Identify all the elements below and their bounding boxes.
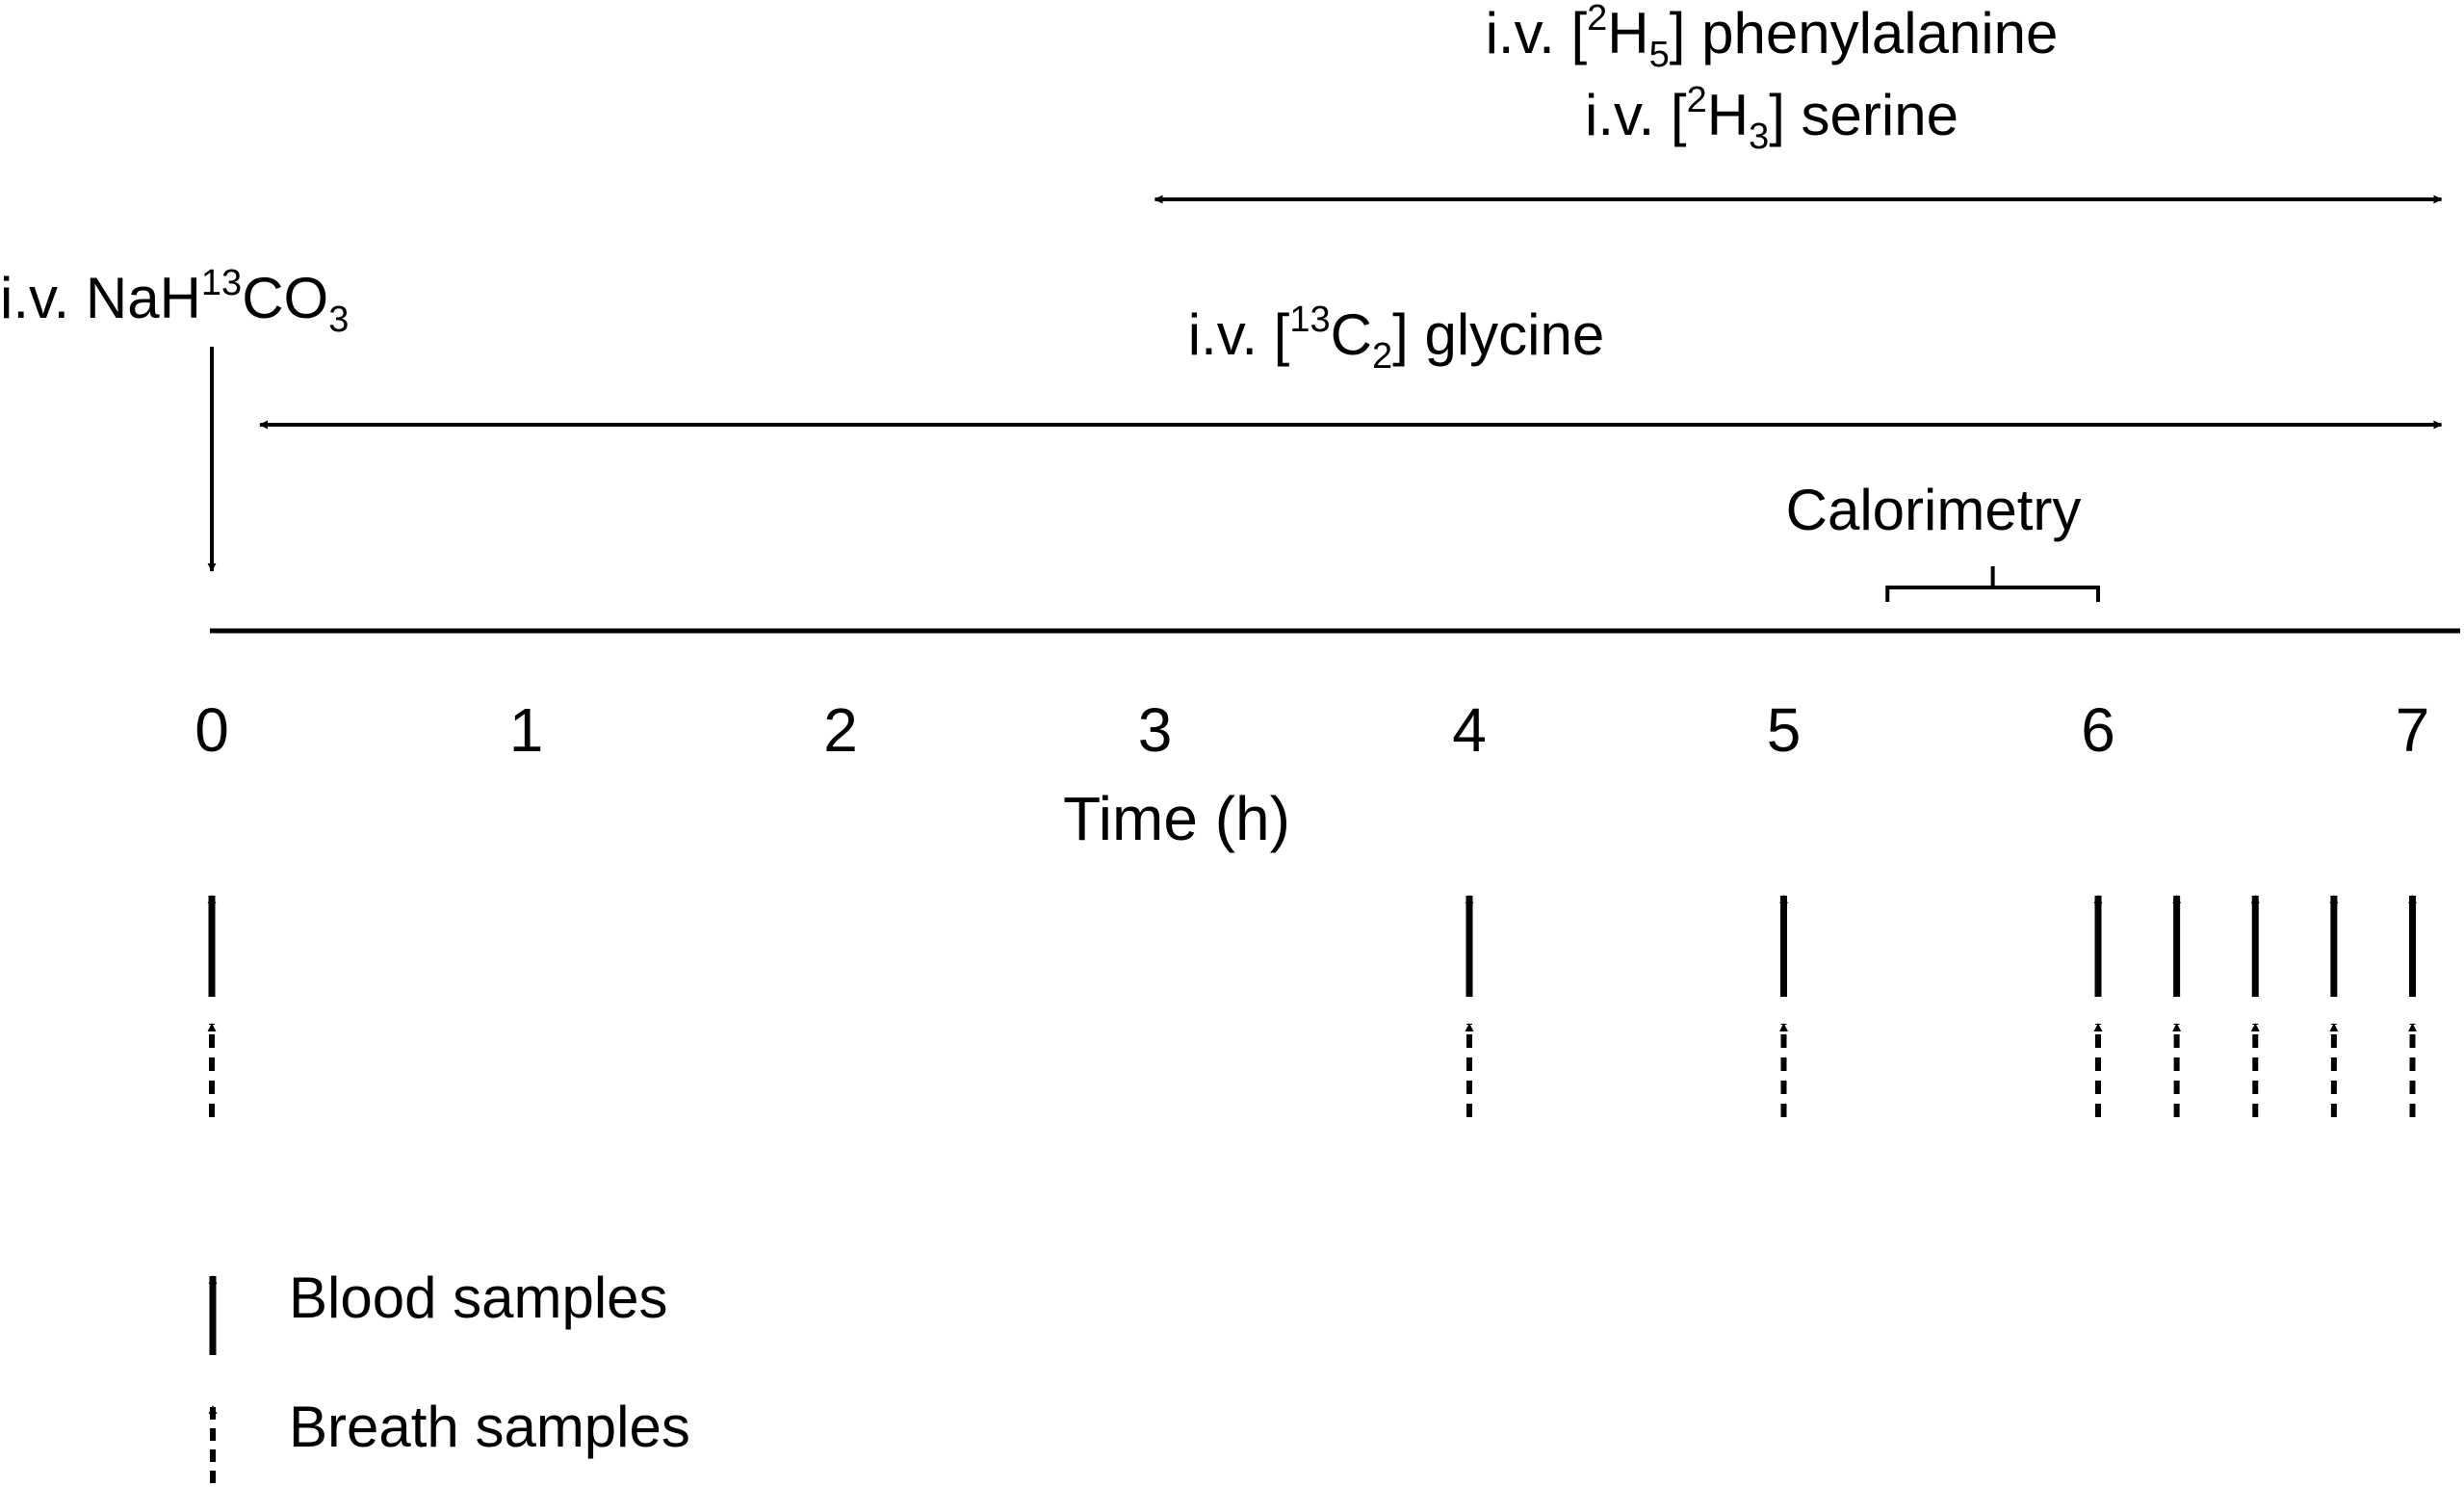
time-tick-label: 6	[2081, 695, 2115, 765]
blood-sample-arrows	[207, 895, 2417, 997]
calorimetry-bracket	[1885, 566, 2100, 602]
time-tick-label: 7	[2396, 695, 2430, 765]
time-axis-label: Time (h)	[1063, 784, 1290, 853]
time-tick-label: 1	[509, 695, 544, 765]
time-tick-label: 0	[195, 695, 229, 765]
calorimetry-label: Calorimetry	[1786, 478, 2082, 542]
time-tick-label: 5	[1767, 695, 1802, 765]
serine-infusion-label: i.v. [2H3] serine	[1585, 80, 1958, 157]
legend-blood-label: Blood samples	[289, 1265, 668, 1330]
time-tick-label: 2	[823, 695, 858, 765]
phenylalanine-infusion-label: i.v. [2H5] phenylalanine	[1486, 0, 2059, 75]
time-tick-label: 4	[1452, 695, 1487, 765]
glycine-infusion-label: i.v. [13C2] glycine	[1188, 300, 1604, 377]
calorimetry-bracket-path	[1885, 566, 2100, 602]
bicarbonate-bolus-label: i.v. NaH13CO3	[0, 263, 349, 340]
breath-sample-arrows	[207, 1023, 2417, 1117]
legend-breath-label: Breath samples	[289, 1395, 690, 1459]
time-axis: 0 1 2 3 4 5 6 7	[195, 628, 2460, 765]
legend: Blood samples Breath samples	[208, 1265, 690, 1483]
time-tick-label: 3	[1138, 695, 1173, 765]
